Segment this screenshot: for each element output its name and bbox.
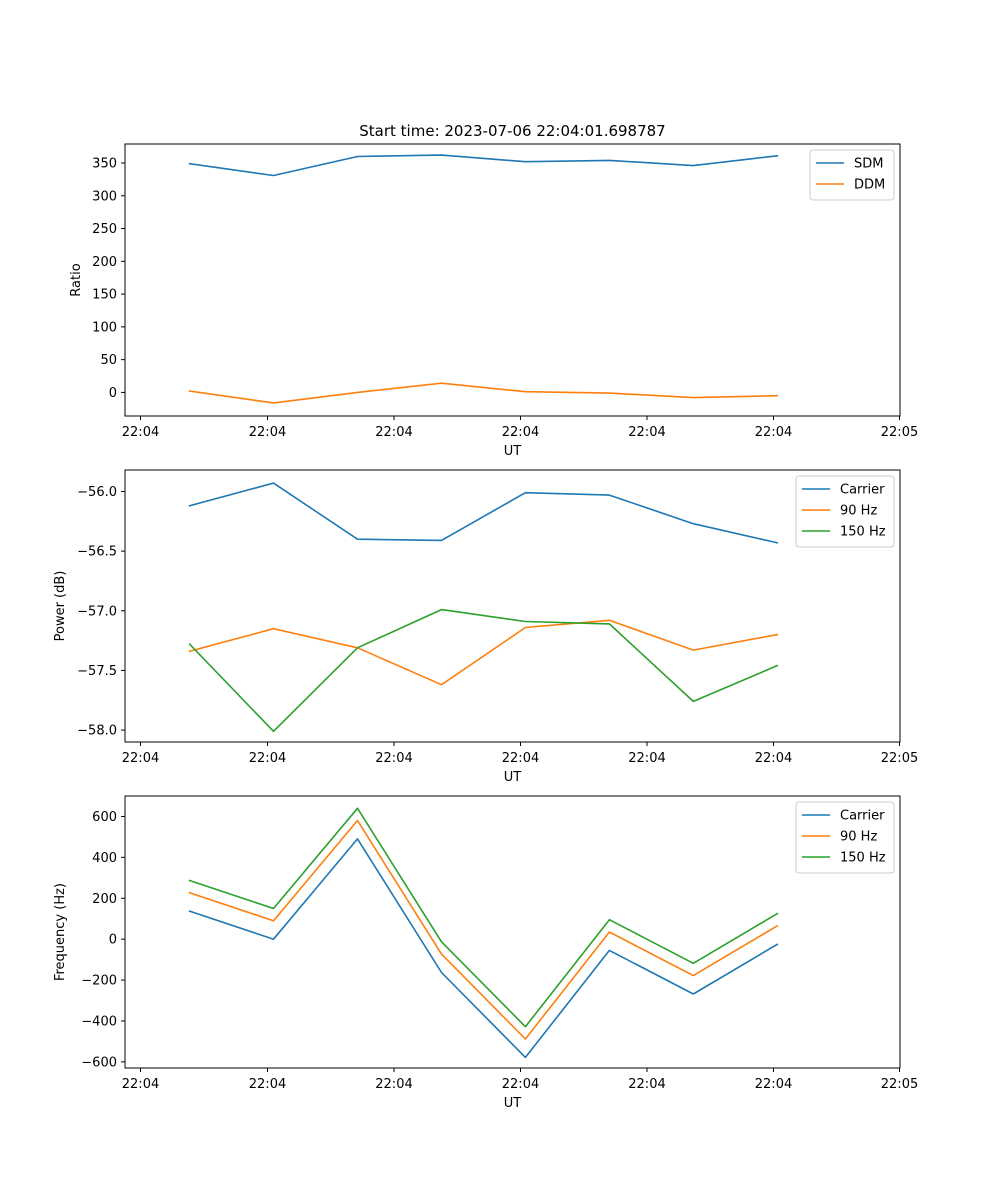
legend-box <box>795 475 895 548</box>
x-tick-label: 22:04 <box>502 1077 539 1092</box>
legend-box <box>795 801 895 874</box>
x-tick-label: 22:04 <box>122 751 159 766</box>
y-tick-label: 200 <box>92 255 117 270</box>
series-line-ddm <box>188 382 779 404</box>
x-tick-label: 22:04 <box>122 425 159 440</box>
x-tick-label: 22:04 <box>755 425 792 440</box>
x-axis-label: UT <box>504 444 522 459</box>
axes-frame <box>124 795 901 1069</box>
y-axis-label: Ratio <box>69 263 84 296</box>
y-tick-label: 600 <box>92 810 117 825</box>
y-tick-label: −56.5 <box>77 545 117 560</box>
x-tick-label: 22:04 <box>628 425 665 440</box>
x-tick-label: 22:05 <box>881 751 918 766</box>
legend-label: DDM <box>854 178 885 193</box>
y-tick-label: −400 <box>81 1014 117 1029</box>
series-line-carrier <box>188 838 779 1059</box>
legend-label: Carrier <box>840 483 885 498</box>
x-tick-label: 22:04 <box>375 425 412 440</box>
x-tick-label: 22:05 <box>881 425 918 440</box>
chart-panel-1: 22:04 22:04 22:04 22:04 22:04 22:04 22:05 0 50 10… <box>69 143 918 459</box>
series-line-90-hz <box>188 619 779 686</box>
x-tick-label: 22:04 <box>502 751 539 766</box>
y-tick-label: −57.0 <box>77 604 117 619</box>
y-axis-label: Power (dB) <box>53 571 68 642</box>
legend-label: 90 Hz <box>840 504 877 519</box>
y-tick-label: 200 <box>92 892 117 907</box>
x-tick-label: 22:04 <box>502 425 539 440</box>
y-tick-label: 350 <box>92 157 117 172</box>
legend-label: 150 Hz <box>840 525 886 540</box>
chart-panel-2: 22:04 22:04 22:04 22:04 22:04 22:04 22:05 −58.0… <box>53 469 918 785</box>
legend-label: SDM <box>854 157 883 172</box>
series-line-sdm <box>188 154 779 177</box>
y-tick-label: −56.0 <box>77 485 117 500</box>
y-axis-label: Frequency (Hz) <box>53 883 68 981</box>
y-tick-label: 50 <box>100 353 117 368</box>
legend: SDM DDM <box>809 149 895 201</box>
x-tick-label: 22:05 <box>881 1077 918 1092</box>
legend-label: Carrier <box>840 809 885 824</box>
y-tick-label: 100 <box>92 320 117 335</box>
x-tick-label: 22:04 <box>375 751 412 766</box>
x-tick-label: 22:04 <box>122 1077 159 1092</box>
y-tick-label: −600 <box>81 1055 117 1070</box>
legend-label: 90 Hz <box>840 830 877 845</box>
x-axis-label: UT <box>504 770 522 785</box>
axes-frame <box>124 143 901 417</box>
x-tick-label: 22:04 <box>628 1077 665 1092</box>
x-tick-label: 22:04 <box>249 751 286 766</box>
y-tick-label: −57.5 <box>77 664 117 679</box>
x-tick-label: 22:04 <box>628 751 665 766</box>
y-tick-label: −58.0 <box>77 724 117 739</box>
x-tick-label: 22:04 <box>249 1077 286 1092</box>
figure-title: Start time: 2023-07-06 22:04:01.698787 <box>359 122 665 140</box>
x-tick-label: 22:04 <box>249 425 286 440</box>
y-tick-label: 300 <box>92 189 117 204</box>
series-line-carrier <box>188 482 779 544</box>
y-tick-label: 0 <box>109 386 117 401</box>
x-tick-label: 22:04 <box>755 1077 792 1092</box>
series-line-150-hz <box>188 807 779 1028</box>
y-tick-label: 0 <box>109 933 117 948</box>
legend-label: 150 Hz <box>840 851 886 866</box>
series-line-150-hz <box>188 608 779 733</box>
x-tick-label: 22:04 <box>375 1077 412 1092</box>
series-line-90-hz <box>188 819 779 1040</box>
y-tick-label: −200 <box>81 974 117 989</box>
y-tick-label: 250 <box>92 222 117 237</box>
x-tick-label: 22:04 <box>755 751 792 766</box>
legend: Carrier 90 Hz 150 Hz <box>795 801 895 874</box>
axes-frame <box>124 469 901 743</box>
chart-panel-3: 22:04 22:04 22:04 22:04 22:04 22:04 22:05 −600 −… <box>53 795 918 1111</box>
x-axis-label: UT <box>504 1096 522 1111</box>
y-tick-label: 150 <box>92 288 117 303</box>
y-tick-label: 400 <box>92 851 117 866</box>
legend: Carrier 90 Hz 150 Hz <box>795 475 895 548</box>
